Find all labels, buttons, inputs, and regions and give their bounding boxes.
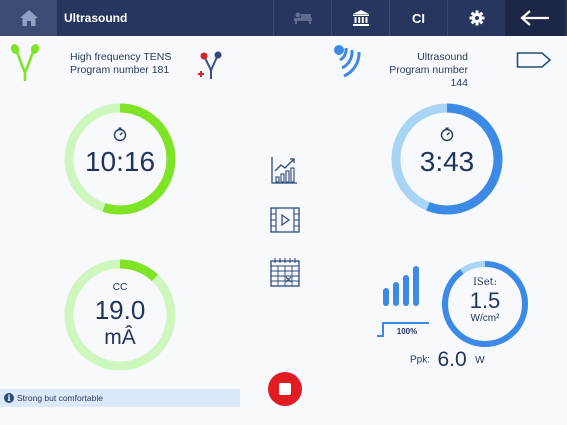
right-program-info: Ultrasound Program number 144 [380,51,468,90]
institution-icon [352,10,369,26]
stop-button[interactable] [268,372,302,406]
therapy-bed-icon [293,12,312,24]
back-button[interactable] [505,0,565,36]
transducer-head-icon[interactable] [516,51,552,69]
settings-button[interactable] [447,0,505,36]
status-bar: i Strong but comfortable [0,389,240,407]
ppk-value: 6.0 [437,348,467,371]
trend-chart-icon[interactable] [270,155,298,185]
right-program-number: Program number 144 [389,64,468,89]
video-icon[interactable] [270,207,300,233]
ppk-label: Ppk: [410,354,431,366]
left-program-name: High frequency TENS [70,51,172,63]
left-stopwatch-icon [113,127,127,142]
polarity-electrodes-icon[interactable] [196,50,226,80]
left-current-ring[interactable] [64,259,176,371]
electrode-pads-icon[interactable] [8,42,42,82]
home-icon [19,10,38,26]
back-arrow-icon [520,10,549,26]
current-unit: mÂ [104,326,136,349]
current-value: 19.0 [94,295,146,325]
stop-icon [279,383,291,395]
therapy-bed-button[interactable] [273,0,331,36]
info-icon: i [4,393,14,403]
duty-cycle-label: 100% [396,327,418,336]
iset-label: ISet: [472,277,498,288]
left-timer-ring[interactable] [64,103,176,215]
ppk-readout: Ppk: 6.0 W [410,348,520,374]
gear-icon [469,10,484,26]
calendar-icon[interactable] [270,257,300,287]
institution-button[interactable] [331,0,389,36]
ultrasound-waves-icon[interactable] [332,42,376,82]
right-timer-value: 3:43 [419,146,475,177]
iset-value: 1.5 [469,288,501,313]
home-button[interactable] [0,0,57,36]
iset-unit: W/cm² [470,313,500,324]
ci-button[interactable]: CI [389,0,447,36]
current-mode-label: CC [112,282,128,293]
iset-ring[interactable] [441,260,529,348]
signal-strength-icon[interactable] [382,264,424,308]
left-program-info: High frequency TENS Program number 181 [70,51,171,77]
right-program-name: Ultrasound [417,51,468,63]
left-program-number: Program number 181 [70,64,170,76]
right-stopwatch-icon [440,127,454,142]
ppk-unit: W [475,354,485,366]
status-message: Strong but comfortable [17,393,103,403]
top-bar: Ultrasound CI [0,0,567,36]
duty-cycle-waveform-icon [377,322,429,337]
right-timer-ring[interactable] [391,103,503,215]
page-title: Ultrasound [64,11,128,25]
left-timer-value: 10:16 [84,146,156,177]
